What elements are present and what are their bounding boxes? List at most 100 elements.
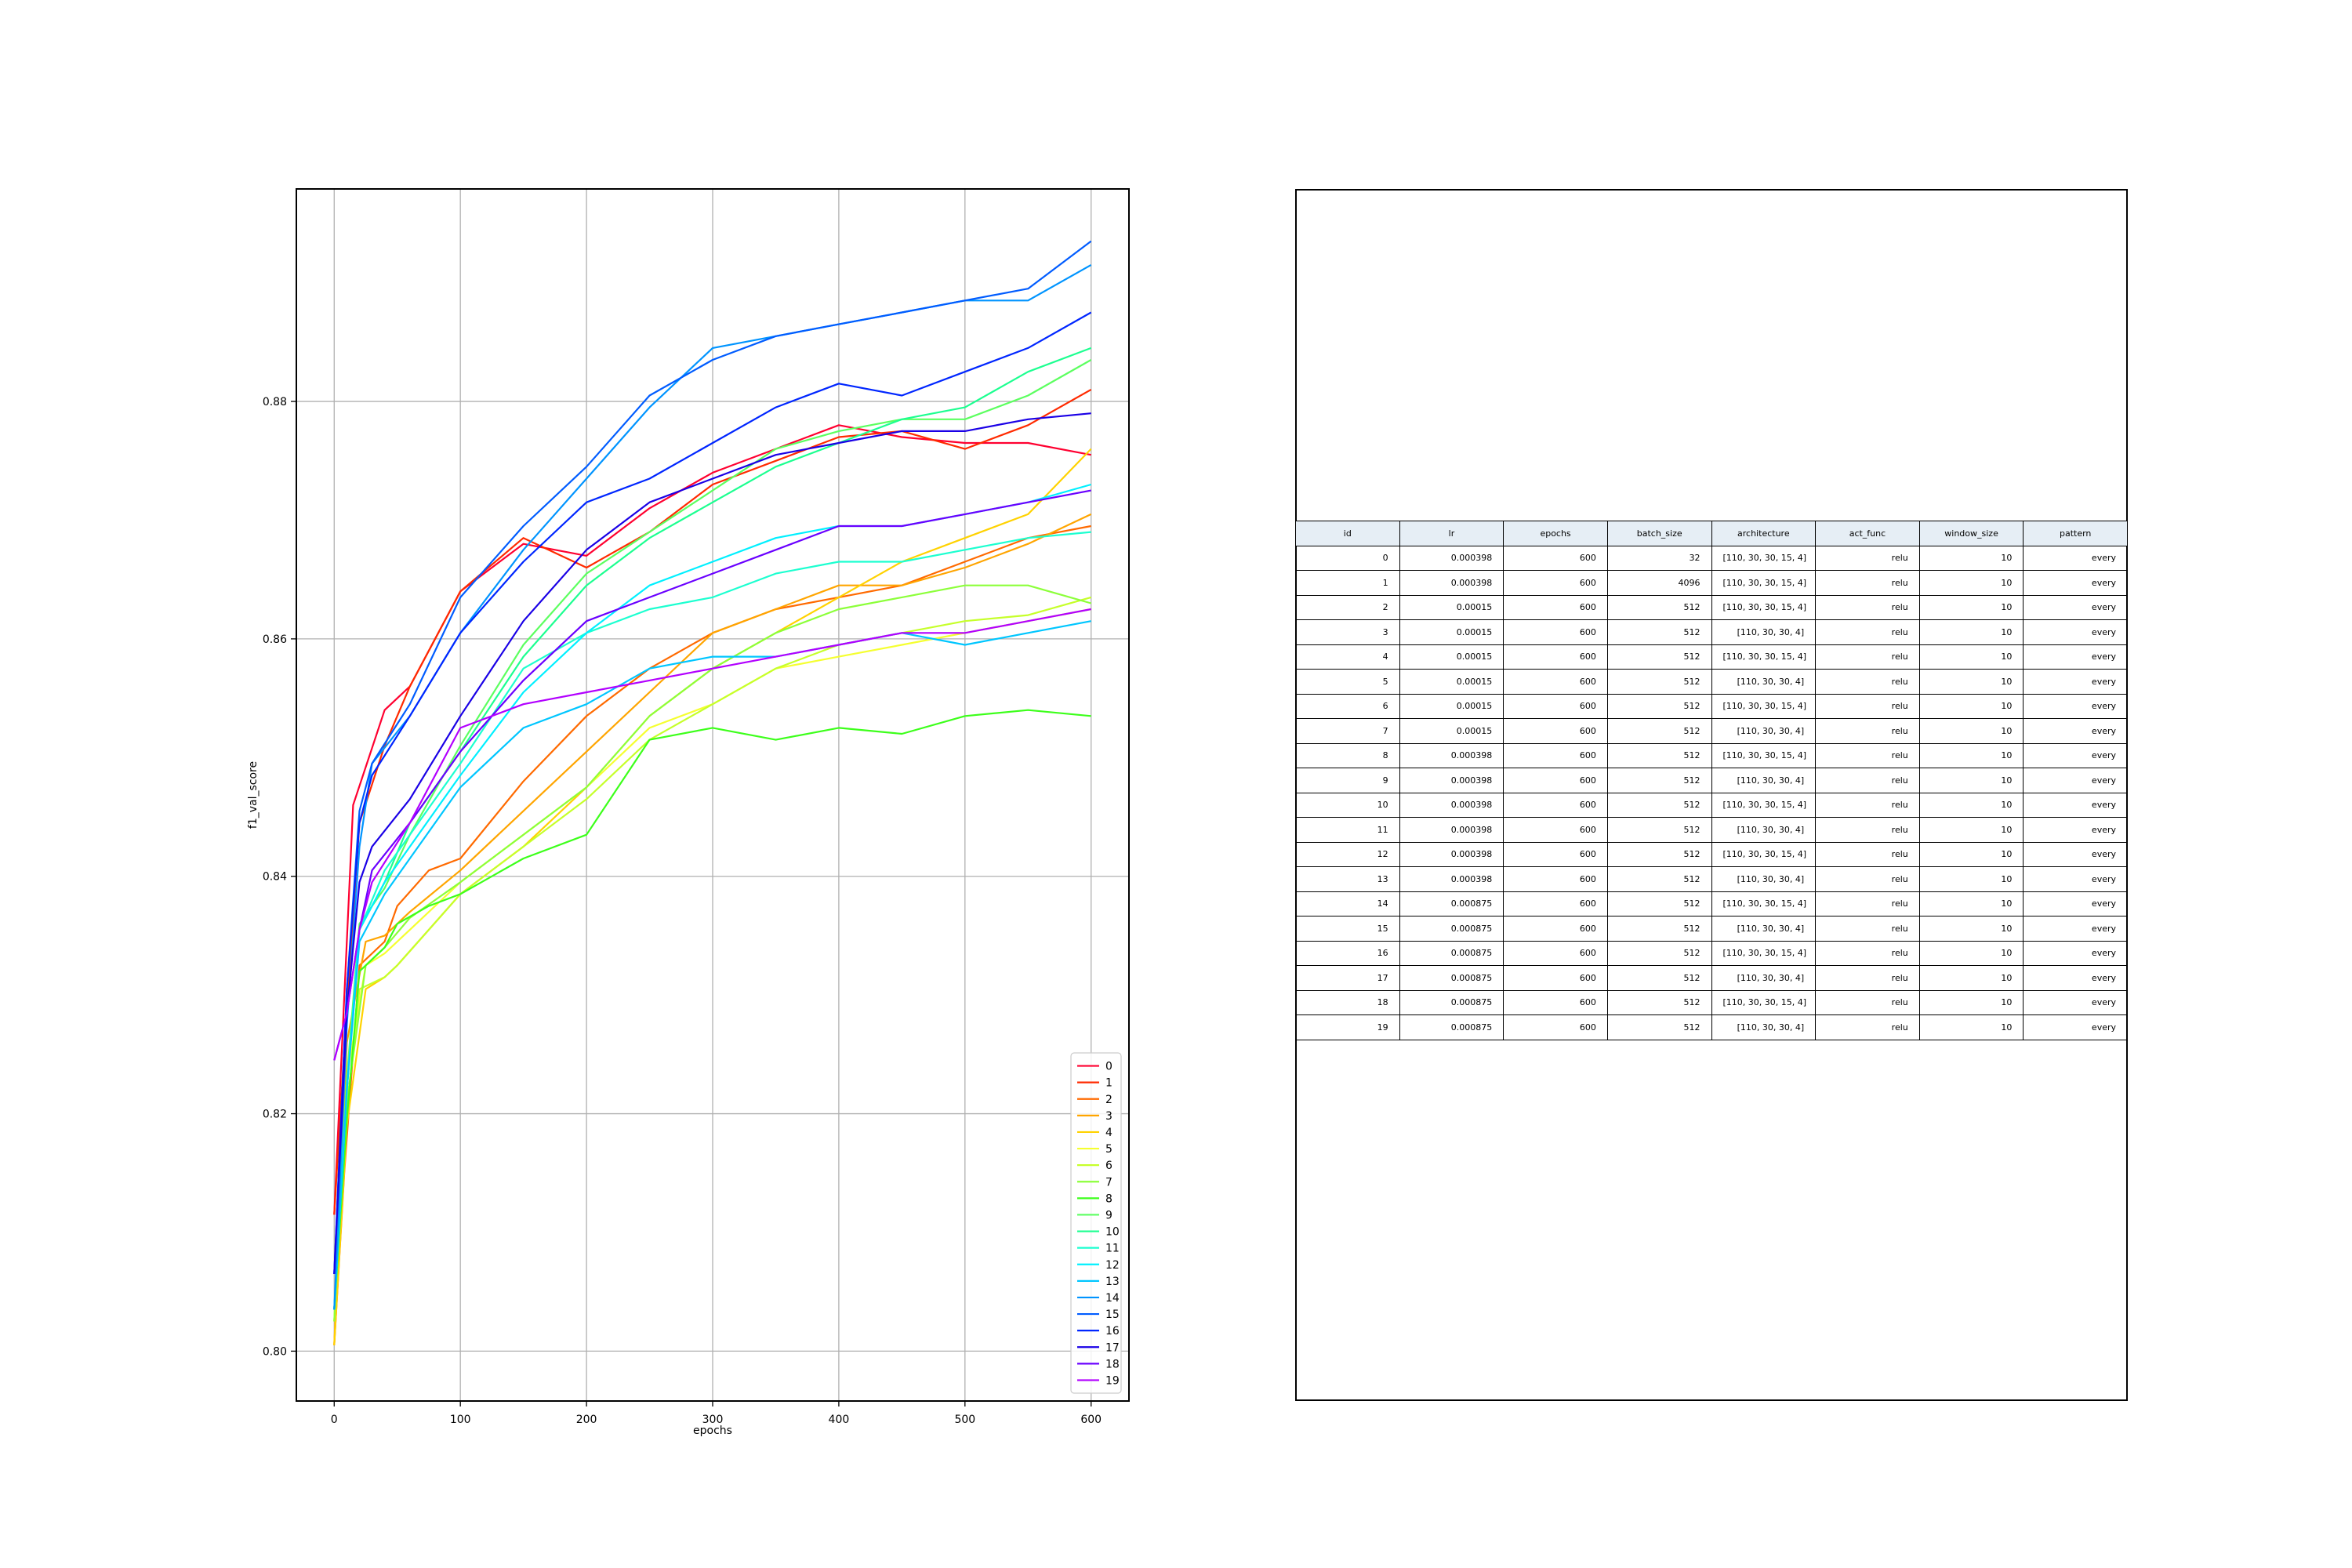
table-cell-act-func: relu	[1815, 693, 1920, 719]
table-cell-batch-size: 512	[1606, 619, 1712, 645]
table-cell-window-size: 10	[1918, 718, 2024, 744]
table-cell-architecture: [110, 30, 30, 4]	[1711, 619, 1817, 645]
table-cell-pattern: every	[2023, 570, 2128, 596]
table-cell-batch-size: 512	[1606, 768, 1712, 793]
legend-label: 8	[1105, 1192, 1112, 1205]
table-cell-act-func: relu	[1815, 940, 1920, 966]
legend-label: 14	[1105, 1292, 1120, 1305]
table-cell-window-size: 10	[1918, 768, 2024, 793]
table-cell-batch-size: 512	[1606, 718, 1712, 744]
legend-label: 6	[1105, 1160, 1112, 1172]
series-line-8	[333, 709, 1091, 1310]
table-cell-act-func: relu	[1815, 792, 1920, 818]
table-cell-window-size: 10	[1918, 989, 2024, 1015]
table-cell-architecture: [110, 30, 30, 4]	[1711, 916, 1817, 942]
table-cell-pattern: every	[2023, 669, 2128, 695]
table-cell-lr: 0.000398	[1399, 817, 1504, 843]
y-tick-label: 0.82	[263, 1109, 287, 1121]
series-line-6	[333, 596, 1091, 1322]
table-cell-architecture: [110, 30, 30, 4]	[1711, 718, 1817, 744]
legend-label: 18	[1105, 1358, 1120, 1370]
table-cell-act-func: relu	[1815, 841, 1920, 867]
y-tick-label: 0.84	[263, 871, 287, 884]
table-row: 10 0.000398 600 512 [110, 30, 30, 15, 4] relu…	[1295, 792, 2128, 818]
table-cell-pattern: every	[2023, 768, 2128, 793]
table-cell-id: 5	[1295, 669, 1400, 695]
legend-label: 19	[1105, 1374, 1120, 1387]
table-cell-architecture: [110, 30, 30, 15, 4]	[1711, 693, 1817, 719]
table-cell-id: 18	[1295, 989, 1400, 1015]
table-row: 7 0.00015 600 512 [110, 30, 30, 4] relu 10 ever…	[1295, 718, 2128, 744]
column-header-id: id	[1295, 521, 1400, 546]
y-tick-label: 0.86	[263, 633, 287, 646]
table-cell-id: 6	[1295, 693, 1400, 719]
table-cell-pattern: every	[2023, 792, 2128, 818]
table-cell-pattern: every	[2023, 619, 2128, 645]
table-cell-act-func: relu	[1815, 916, 1920, 942]
table-cell-epochs: 600	[1503, 545, 1608, 571]
column-header-pattern: pattern	[2023, 521, 2128, 546]
series-line-0	[333, 424, 1091, 1215]
table-cell-window-size: 10	[1918, 792, 2024, 818]
table-cell-id: 8	[1295, 742, 1400, 768]
table-cell-epochs: 600	[1503, 792, 1608, 818]
table-cell-epochs: 600	[1503, 693, 1608, 719]
table-cell-lr: 0.000398	[1399, 570, 1504, 596]
table-cell-pattern: every	[2023, 594, 2128, 620]
table-cell-pattern: every	[2023, 940, 2128, 966]
table-cell-epochs: 600	[1503, 989, 1608, 1015]
table-cell-epochs: 600	[1503, 594, 1608, 620]
series-line-11	[333, 531, 1091, 1310]
column-header-act-func: act_func	[1815, 521, 1920, 546]
table-cell-architecture: [110, 30, 30, 4]	[1711, 866, 1817, 892]
table-cell-architecture: [110, 30, 30, 15, 4]	[1711, 742, 1817, 768]
table-cell-architecture: [110, 30, 30, 4]	[1711, 817, 1817, 843]
table-cell-pattern: every	[2023, 693, 2128, 719]
table-row: 2 0.00015 600 512 [110, 30, 30, 15, 4] relu 10…	[1295, 594, 2128, 620]
table-cell-lr: 0.000875	[1399, 940, 1504, 966]
table-cell-batch-size: 512	[1606, 940, 1712, 966]
table-cell-batch-size: 512	[1606, 989, 1712, 1015]
table-cell-window-size: 10	[1918, 891, 2024, 916]
table-cell-id: 13	[1295, 866, 1400, 892]
table-cell-id: 0	[1295, 545, 1400, 571]
table-cell-epochs: 600	[1503, 866, 1608, 892]
table-row: 9 0.000398 600 512 [110, 30, 30, 4] relu 10 eve…	[1295, 768, 2128, 793]
table-cell-pattern: every	[2023, 866, 2128, 892]
table-cell-batch-size: 512	[1606, 965, 1712, 991]
table-cell-architecture: [110, 30, 30, 4]	[1711, 965, 1817, 991]
legend-label: 13	[1105, 1276, 1120, 1288]
table-cell-id: 12	[1295, 841, 1400, 867]
table-cell-id: 15	[1295, 916, 1400, 942]
table-cell-lr: 0.00015	[1399, 718, 1504, 744]
legend-label: 17	[1105, 1341, 1120, 1354]
legend-label: 4	[1105, 1127, 1112, 1139]
table-cell-lr: 0.00015	[1399, 693, 1504, 719]
hyperparameter-table: id lr epochs batch_size architecture act…	[1295, 521, 2128, 1040]
table-cell-lr: 0.000875	[1399, 1014, 1504, 1040]
table-cell-batch-size: 32	[1606, 545, 1712, 571]
column-header-epochs: epochs	[1503, 521, 1608, 546]
table-row: 0 0.000398 600 32 [110, 30, 30, 15, 4] relu 10…	[1295, 545, 2128, 571]
table-cell-act-func: relu	[1815, 891, 1920, 916]
table-cell-pattern: every	[2023, 841, 2128, 867]
table-row: 5 0.00015 600 512 [110, 30, 30, 4] relu 10 ever…	[1295, 669, 2128, 695]
table-row: 4 0.00015 600 512 [110, 30, 30, 15, 4] relu 10…	[1295, 644, 2128, 670]
column-header-architecture: architecture	[1711, 521, 1817, 546]
table-cell-architecture: [110, 30, 30, 4]	[1711, 1014, 1817, 1040]
series-line-18	[333, 489, 1091, 1061]
table-cell-architecture: [110, 30, 30, 15, 4]	[1711, 841, 1817, 867]
table-cell-lr: 0.000398	[1399, 866, 1504, 892]
table-cell-lr: 0.000875	[1399, 965, 1504, 991]
table-row: 3 0.00015 600 512 [110, 30, 30, 4] relu 10 ever…	[1295, 619, 2128, 645]
table-cell-batch-size: 512	[1606, 891, 1712, 916]
table-cell-act-func: relu	[1815, 644, 1920, 670]
table-cell-epochs: 600	[1503, 1014, 1608, 1040]
table-cell-epochs: 600	[1503, 669, 1608, 695]
table-cell-pattern: every	[2023, 989, 2128, 1015]
table-cell-act-func: relu	[1815, 742, 1920, 768]
table-cell-batch-size: 512	[1606, 841, 1712, 867]
table-row: 13 0.000398 600 512 [110, 30, 30, 4] relu 10 ev…	[1295, 866, 2128, 892]
column-header-window-size: window_size	[1918, 521, 2024, 546]
